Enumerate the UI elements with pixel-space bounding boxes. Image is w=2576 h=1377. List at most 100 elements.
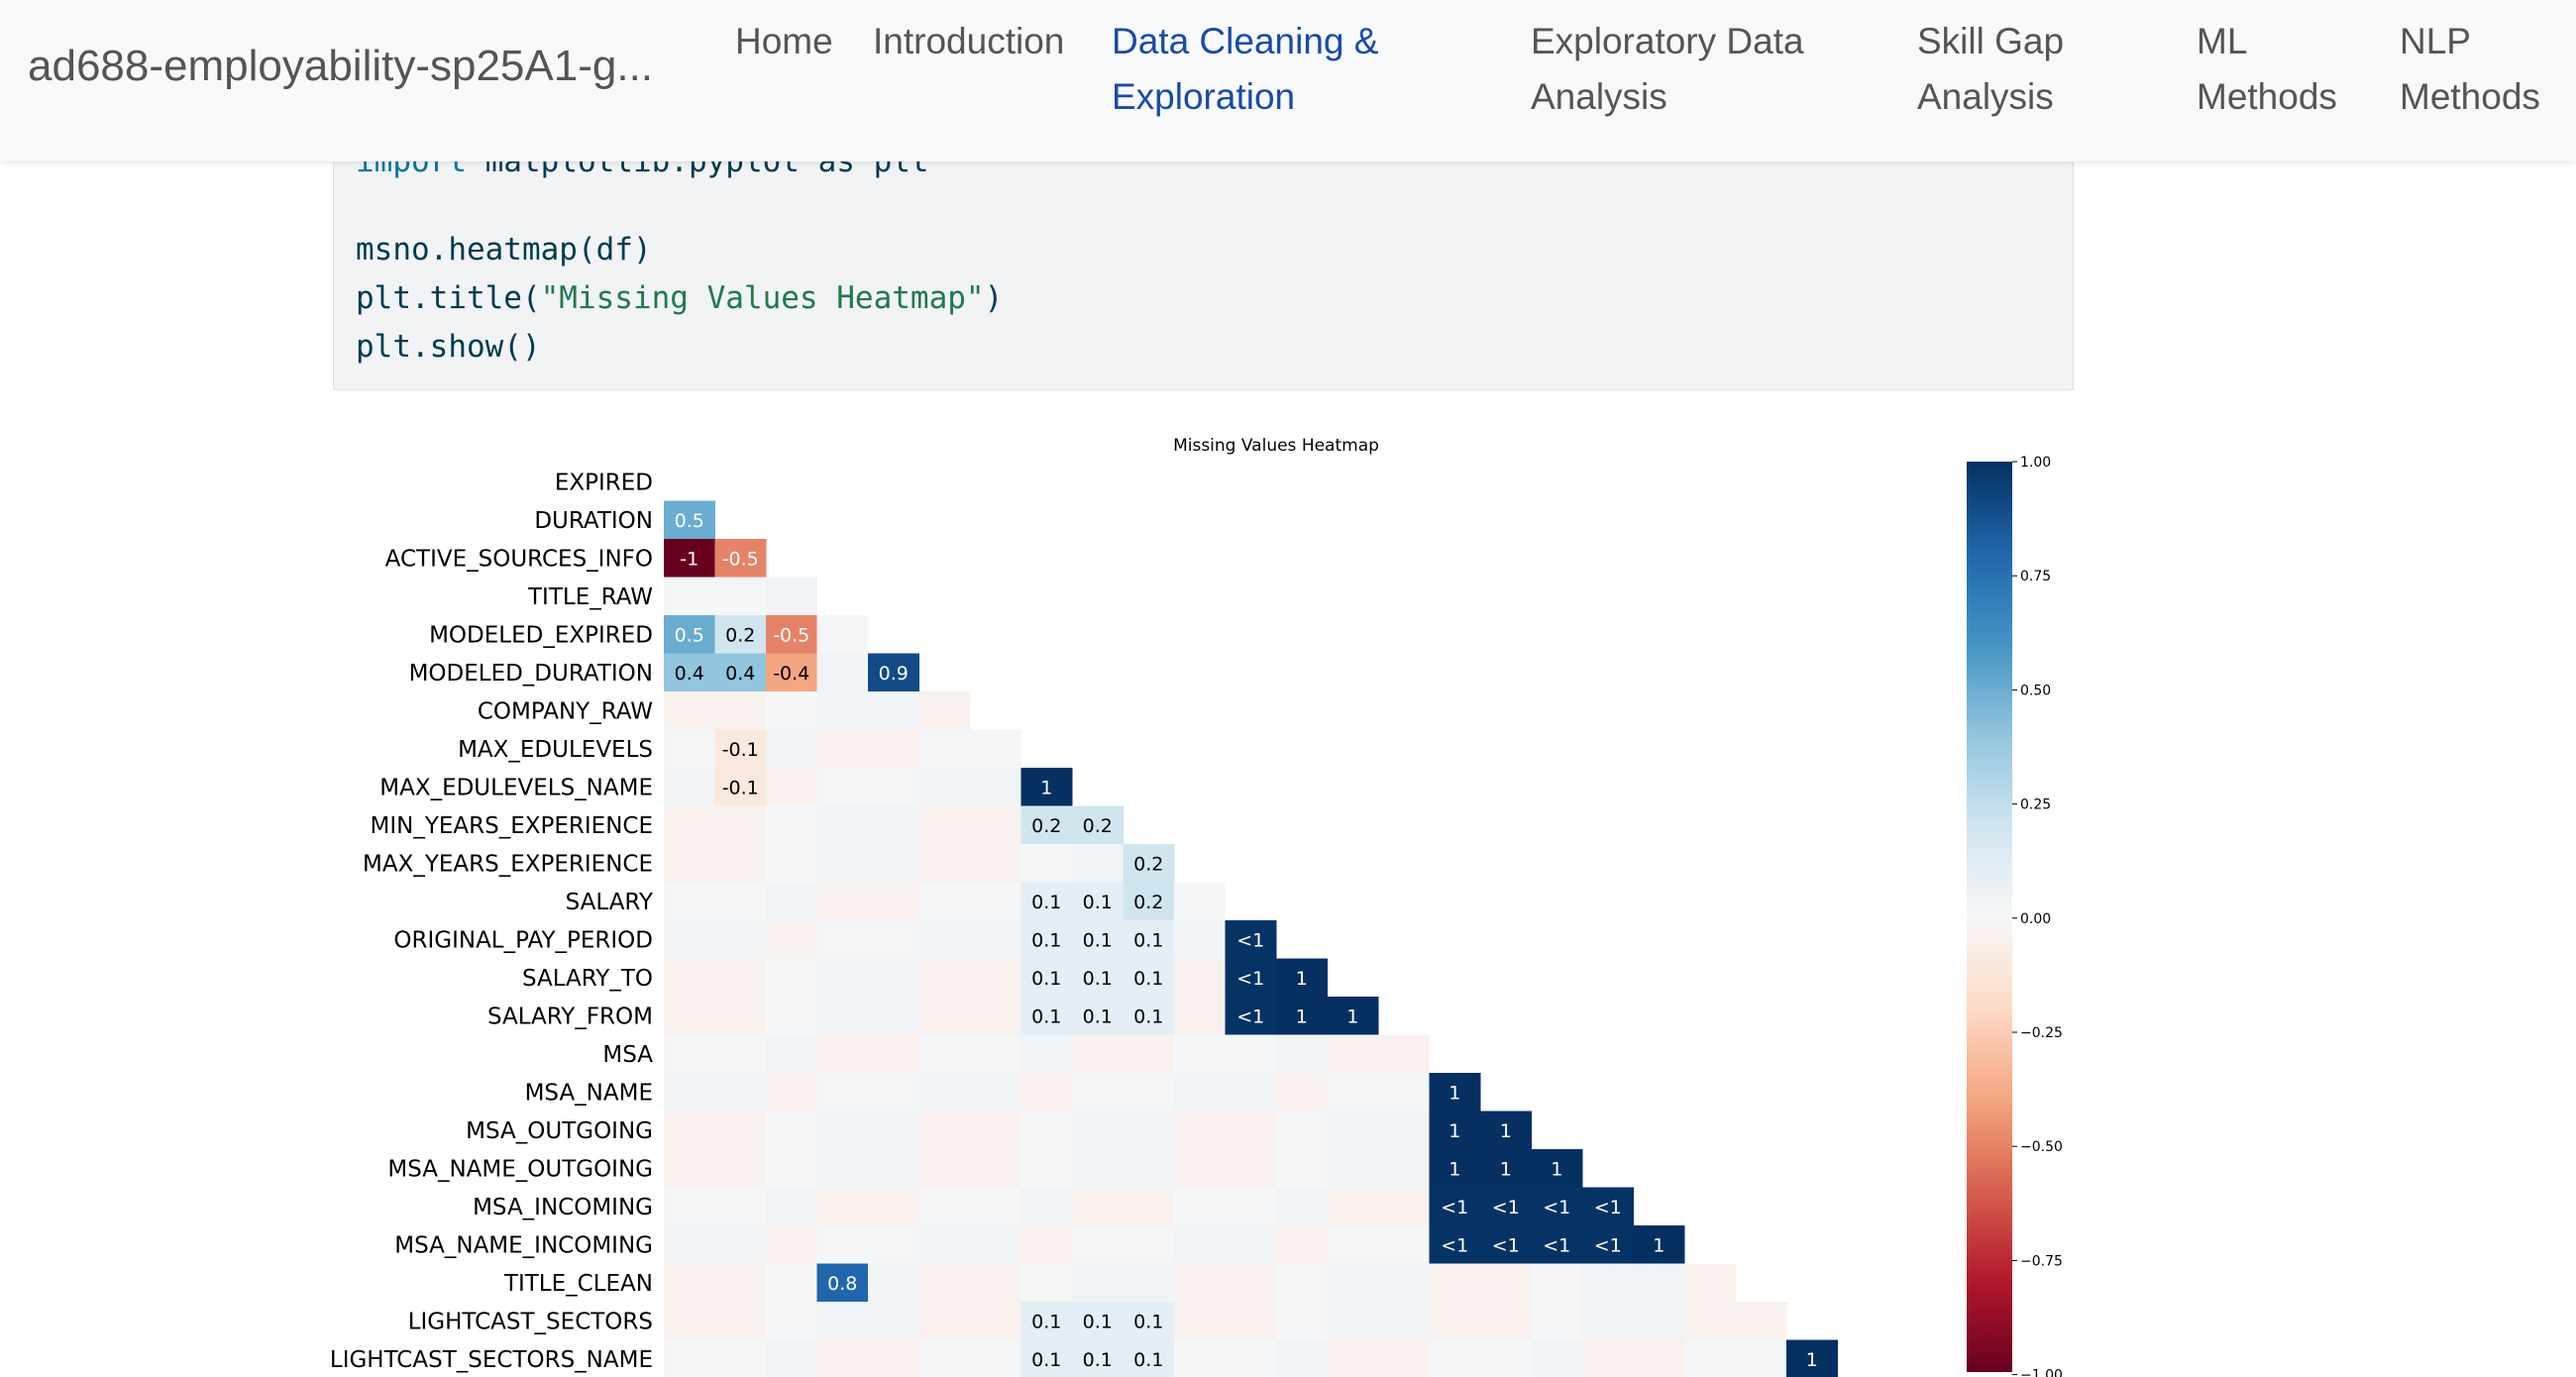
chart-title: Missing Values Heatmap [1173,436,1379,456]
colorbar-tick-label: 0.25 [2020,797,2051,813]
row-label: MODELED_EXPIRED [429,622,653,648]
colorbar-tick-label: 0.00 [2020,911,2051,927]
heatmap-cell [714,1149,767,1188]
heatmap-cell [1072,958,1124,998]
heatmap-cell [664,805,715,845]
nav-data-cleaning-exploration[interactable]: Data Cleaning & Exploration [1112,21,1379,117]
nav-introduction[interactable]: Introduction [873,21,1065,61]
heatmap-cell [1225,920,1277,959]
heatmap-cell [816,1111,869,1150]
heatmap-cell [714,1263,767,1303]
heatmap-cell [664,958,715,998]
heatmap-cell-label: 0.8 [827,1273,857,1295]
heatmap-cell [918,1225,971,1264]
heatmap-cell [868,1339,919,1377]
row-label: MSA_NAME_OUTGOING [387,1156,653,1182]
row-label: MODELED_DURATION [409,661,653,687]
heatmap-cell-label: 1 [1653,1234,1664,1256]
code-line-title-call: plt.title("Missing Values Heatmap") [356,280,1004,316]
heatmap-cell [1582,1187,1634,1226]
heatmap-cell [868,997,919,1035]
heatmap-cell [816,615,869,654]
site-brand[interactable]: ad688-employability-sp25A1-g... [28,42,654,90]
heatmap-cell [918,1187,971,1226]
heatmap-cell [664,1302,715,1340]
heatmap-cell [1174,920,1226,959]
heatmap-cell [918,691,971,730]
heatmap-cell [1072,920,1124,959]
nav-skill-gap-analysis[interactable]: Skill Gap Analysis [1917,21,2065,117]
heatmap-cell [1123,1111,1175,1150]
heatmap-cell [1123,1073,1175,1112]
heatmap-cell-label: 1 [1040,777,1052,798]
heatmap-cell [1072,1339,1124,1377]
heatmap-cell-label: <1 [1236,968,1264,990]
heatmap-cell [1020,958,1073,998]
heatmap-cell-label: 0.1 [1031,1006,1061,1027]
heatmap-cell [766,1073,817,1112]
heatmap-cell [816,768,869,806]
heatmap-cell [1378,1111,1430,1150]
heatmap-cell [970,1187,1021,1226]
row-label: MSA_OUTGOING [466,1118,653,1144]
nav-nlp-methods[interactable]: NLP Methods [2400,21,2540,117]
heatmap-cell [664,1187,715,1226]
heatmap-cell [1327,1263,1379,1303]
heatmap-cell-label: 0.2 [1083,815,1113,837]
heatmap-cell-label: -0.5 [722,548,759,570]
heatmap-cell [1020,1073,1073,1112]
heatmap-cell [664,1339,715,1377]
heatmap-cell [714,920,767,959]
heatmap-cell [918,1149,971,1188]
heatmap-cell [714,805,767,845]
heatmap-cell [816,653,869,692]
heatmap-cell [766,997,817,1035]
nav-home[interactable]: Home [735,21,833,61]
heatmap-cell [1480,1187,1532,1226]
heatmap-cell [1174,1034,1226,1074]
heatmap-cell [1531,1225,1583,1264]
heatmap-cell [868,691,919,730]
heatmap-cell [1531,1263,1583,1303]
heatmap-cell-label: -1 [680,548,698,570]
row-label: TITLE_CLEAN [503,1271,653,1297]
heatmap-cell [1582,1263,1634,1303]
heatmap-cell [714,768,767,806]
heatmap-cell [1276,1034,1328,1074]
heatmap-cell [1225,1149,1277,1188]
heatmap-cell [970,805,1021,845]
heatmap-cell [766,615,817,654]
heatmap-cell [1225,997,1277,1035]
row-label: MSA_NAME [525,1080,653,1106]
heatmap-cell-label: 0.1 [1083,1311,1113,1332]
heatmap-cell [766,1111,817,1150]
heatmap-cell [714,882,767,921]
heatmap-cell [1429,1302,1481,1340]
nav-exploratory-data-analysis[interactable]: Exploratory Data Analysis [1531,21,1804,117]
heatmap-cell [714,691,767,730]
heatmap-cell-label: <1 [1492,1234,1520,1256]
heatmap-cell [1174,958,1226,998]
heatmap-cell [816,920,869,959]
heatmap-cell [1786,1339,1838,1377]
heatmap-cell [1684,1339,1736,1377]
heatmap-cell [766,958,817,998]
row-label: MAX_EDULEVELS [458,737,653,763]
heatmap-cell [1735,1339,1787,1377]
nav-ml-methods[interactable]: ML Methods [2197,21,2337,117]
heatmap-cell [664,1225,715,1264]
heatmap-cell [766,1302,817,1340]
heatmap-cell [970,1263,1021,1303]
heatmap-cell [918,768,971,806]
heatmap-cell-label: -0.4 [773,663,809,685]
heatmap-cell [868,920,919,959]
heatmap-cell [714,958,767,998]
heatmap-cell [1072,1302,1124,1340]
heatmap-cell [970,882,1021,921]
heatmap-cell [1480,1263,1532,1303]
heatmap-cell [868,653,919,692]
heatmap-cell-label: -0.1 [722,777,759,798]
row-label: MAX_YEARS_EXPERIENCE [363,851,653,877]
heatmap-cell-label: <1 [1543,1234,1570,1256]
